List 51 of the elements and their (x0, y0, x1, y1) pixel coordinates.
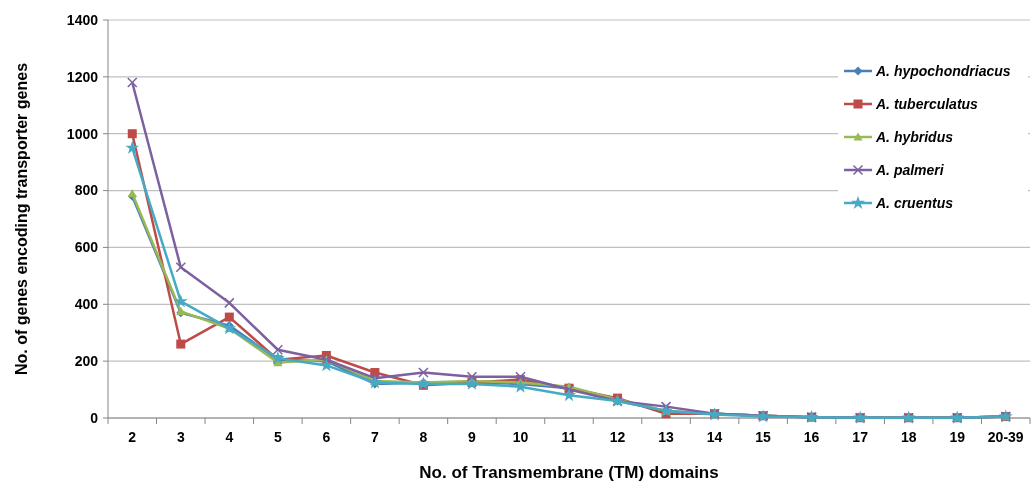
point (270, 350, 285, 365)
y-axis-title: No. of genes encoding transporter genes (13, 62, 30, 376)
legend-label: A. hybridus (875, 128, 954, 145)
legend-label: A. hypochondriacus (875, 62, 1011, 79)
x-tick-label: 14 (706, 429, 723, 445)
x-tick-label: 12 (609, 429, 626, 445)
point (176, 339, 186, 349)
y-tick-label: 1200 (66, 68, 99, 85)
x-tick-label: 9 (468, 429, 477, 445)
x-tick-label: 17 (852, 429, 869, 445)
legend-label: A. tuberculatus (875, 95, 979, 112)
x-tick-label: 19 (949, 429, 966, 445)
x-tick-label: 4 (225, 429, 234, 445)
x-tick-label: 2 (128, 429, 137, 445)
y-tick-label: 1000 (66, 125, 99, 142)
point (125, 140, 140, 154)
point (272, 344, 284, 356)
x-tick-label: 11 (561, 429, 577, 445)
x-tick-label: 10 (512, 429, 529, 445)
point (515, 371, 526, 383)
point (173, 294, 188, 308)
x-tick-label: 7 (371, 429, 379, 445)
point (660, 401, 672, 412)
point (418, 367, 429, 378)
point (175, 262, 187, 273)
point (224, 312, 234, 322)
y-tick-label: 0 (90, 409, 99, 426)
point (319, 358, 334, 372)
point (127, 129, 137, 139)
y-tick-label: 800 (74, 182, 99, 199)
x-tick-label: 3 (176, 429, 185, 445)
x-tick-label: 18 (900, 429, 917, 445)
y-tick-label: 600 (74, 239, 99, 256)
point (127, 77, 138, 88)
x-tick-label: 5 (273, 429, 282, 445)
point (466, 371, 478, 383)
x-tick-label: 20-39 (987, 429, 1024, 445)
point (513, 379, 528, 393)
x-tick-label: 8 (419, 429, 428, 445)
y-tick-label: 1400 (66, 11, 99, 28)
y-tick-label: 400 (74, 296, 99, 313)
x-tick-label: 13 (658, 429, 675, 445)
x-axis-title: No. of Transmembrane (TM) domains (419, 463, 719, 482)
x-tick-label: 6 (322, 429, 331, 445)
y-tick-label: 200 (74, 353, 99, 370)
point (224, 297, 235, 309)
x-tick-label: 15 (755, 429, 772, 445)
x-tick-label: 16 (803, 429, 820, 445)
point (562, 387, 576, 402)
legend-label: A. cruentus (875, 194, 954, 211)
legend-label: A. palmeri (875, 161, 945, 178)
